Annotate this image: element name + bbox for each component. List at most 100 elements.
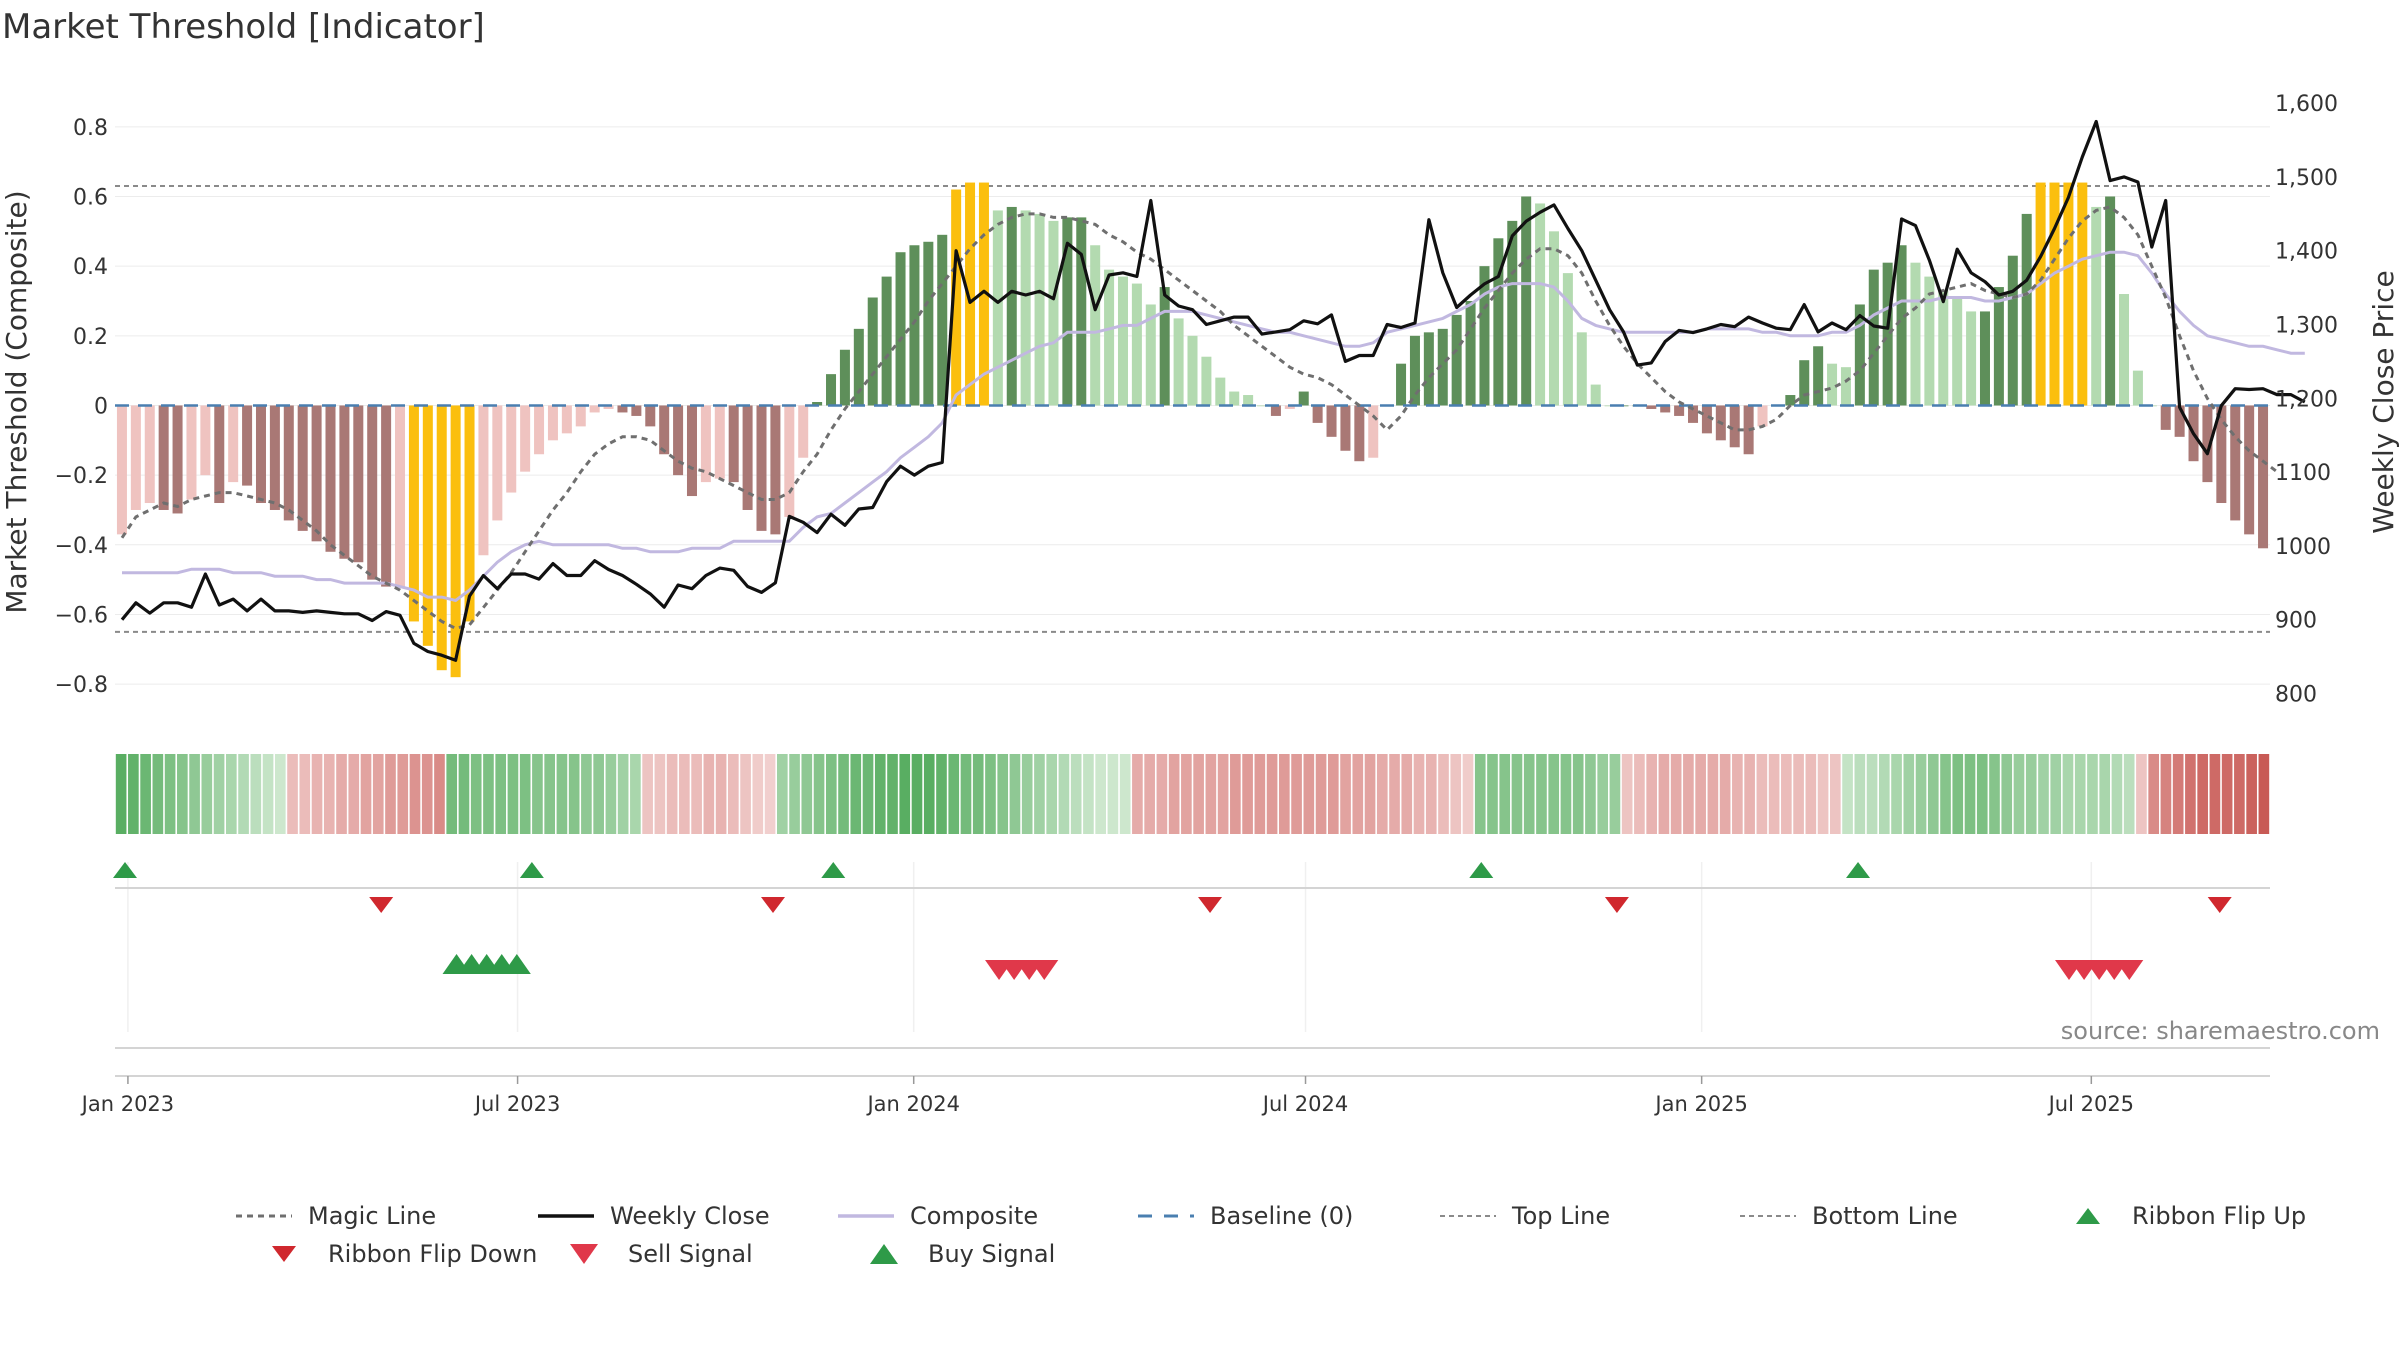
histogram-bar xyxy=(1243,395,1254,406)
histogram-bar xyxy=(881,276,892,406)
ribbon-cell xyxy=(1279,754,1290,834)
ribbon-cell xyxy=(1474,754,1486,834)
legend-item-bottom: Bottom Line xyxy=(1740,1202,1958,1230)
histogram-bar xyxy=(478,405,489,556)
histogram-bar xyxy=(283,405,294,521)
histogram-bar xyxy=(269,405,280,510)
ribbon-cell xyxy=(1768,754,1780,834)
legend: Magic Line Weekly Close Composite Baseline … xyxy=(236,1202,2306,1268)
ribbon-cell xyxy=(2209,754,2221,834)
ribbon-cell xyxy=(556,754,568,834)
histogram-bar xyxy=(826,374,837,406)
ribbon-cell xyxy=(409,754,421,834)
histogram-bar xyxy=(339,405,350,559)
ribbon-cell xyxy=(605,754,617,834)
histogram-bar xyxy=(1201,356,1212,406)
ribbon-cell xyxy=(630,754,641,834)
ribbon-cell xyxy=(1242,754,1253,834)
ribbon-flip-down-marker xyxy=(761,897,786,913)
ribbon-cell xyxy=(274,754,286,834)
histogram-bar xyxy=(728,405,739,483)
ribbon-flip-up-marker xyxy=(113,862,137,878)
histogram-bar xyxy=(2077,182,2088,406)
ribbon-cell xyxy=(177,754,188,834)
ribbon-cell xyxy=(728,754,739,834)
histogram-bar xyxy=(965,182,976,406)
histogram-bar xyxy=(1479,266,1490,406)
histogram-bar xyxy=(659,405,670,455)
histogram-bar xyxy=(923,241,934,406)
histogram-bar xyxy=(1270,405,1281,416)
ribbon-cell xyxy=(250,754,262,834)
y2-tick-label: 1100 xyxy=(2275,461,2331,486)
histogram-bar xyxy=(534,405,545,455)
ribbon-cell xyxy=(213,754,225,834)
ribbon-cell xyxy=(703,754,715,834)
legend-label: Weekly Close xyxy=(610,1202,770,1230)
ribbon-cell xyxy=(2062,754,2074,834)
legend-label: Composite xyxy=(910,1202,1038,1230)
ribbon-cell xyxy=(1254,754,1266,834)
ribbon-cell xyxy=(1205,754,1217,834)
ribbon-cell xyxy=(679,754,690,834)
y-tick-label: 0.4 xyxy=(73,255,108,280)
histogram-bar xyxy=(742,405,753,510)
histogram-bar xyxy=(116,405,127,535)
ribbon-cell xyxy=(654,754,666,834)
ribbon-cell xyxy=(225,754,237,834)
ribbon-cell xyxy=(544,754,555,834)
histogram-bar xyxy=(353,405,364,563)
ribbon-cell xyxy=(1193,754,1204,834)
ribbon-cell xyxy=(2258,754,2270,834)
ribbon-cell xyxy=(1805,754,1817,834)
y2-tick-label: 900 xyxy=(2275,609,2317,634)
histogram-bar xyxy=(937,234,948,406)
ribbon-cell xyxy=(1793,754,1804,834)
legend-label: Bottom Line xyxy=(1812,1202,1958,1230)
ribbon-cell xyxy=(152,754,164,834)
ribbon-cell xyxy=(1646,754,1657,834)
ribbon-cell xyxy=(1009,754,1021,834)
histogram-bar xyxy=(561,405,572,434)
ribbon-cell xyxy=(2111,754,2123,834)
ribbon-cell xyxy=(1462,754,1474,834)
ribbon-cell xyxy=(1964,754,1976,834)
histogram-bar xyxy=(186,405,197,500)
ribbon-cell xyxy=(1597,754,1609,834)
ribbon-cell xyxy=(1132,754,1143,834)
ribbon-cell xyxy=(936,754,947,834)
legend-swatch xyxy=(570,1244,598,1264)
x-tick-label: Jul 2023 xyxy=(473,1092,560,1116)
ribbon-cell xyxy=(201,754,213,834)
x-tick-label: Jan 2025 xyxy=(1653,1092,1748,1116)
histogram-bar xyxy=(1159,287,1170,406)
histogram-bar xyxy=(2091,206,2102,406)
histogram-bar xyxy=(408,405,419,622)
histogram-bar xyxy=(1548,231,1559,406)
signal-markers xyxy=(113,862,2232,980)
ribbon-cell xyxy=(1499,754,1511,834)
sell-signal-marker xyxy=(1030,960,1059,980)
histogram-bar xyxy=(1701,405,1712,434)
ribbon-cell xyxy=(1058,754,1070,834)
ribbon-cell xyxy=(1952,754,1964,834)
ribbon-cell xyxy=(323,754,335,834)
source-label: source: sharemaestro.com xyxy=(2061,1017,2380,1045)
histogram-bar xyxy=(1729,405,1740,448)
ribbon-cell xyxy=(1291,754,1302,834)
ribbon-cell xyxy=(1144,754,1155,834)
histogram-bar xyxy=(381,405,392,587)
ribbon-flip-down-marker xyxy=(369,897,394,913)
legend-label: Buy Signal xyxy=(928,1240,1055,1268)
ribbon-cell xyxy=(458,754,470,834)
weekly-close-line xyxy=(120,119,2306,662)
histogram-bar xyxy=(130,405,141,510)
ribbon-cell xyxy=(1487,754,1498,834)
ribbon-cell xyxy=(1168,754,1180,834)
ribbon-cell xyxy=(1683,754,1694,834)
ribbon-cell xyxy=(164,754,176,834)
histogram-bar xyxy=(1688,405,1699,423)
ribbon-cell xyxy=(813,754,825,834)
y-tick-label: −0.2 xyxy=(55,464,108,489)
ribbon-cell xyxy=(948,754,960,834)
